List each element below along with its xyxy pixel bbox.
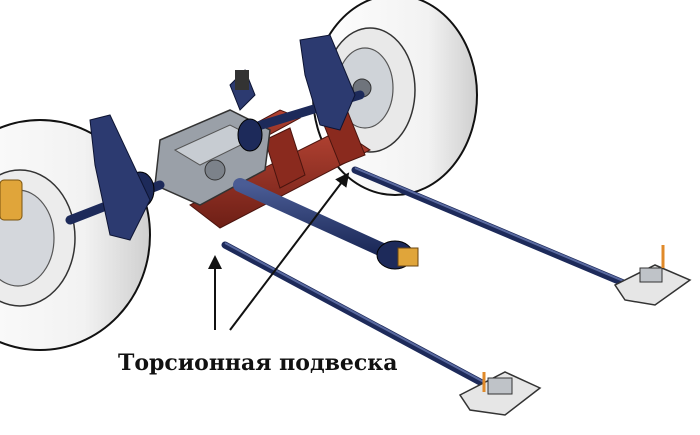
front-mount [458, 371, 542, 416]
torsion-bar-front [221, 241, 499, 394]
diagram-caption: Торсионная подвеска [118, 350, 398, 376]
brake-disc [0, 179, 23, 221]
rear-mount [613, 245, 692, 306]
suspension-arms [89, 34, 356, 241]
indicator-arrows [208, 172, 350, 331]
torsion-bar-rear [351, 166, 644, 294]
